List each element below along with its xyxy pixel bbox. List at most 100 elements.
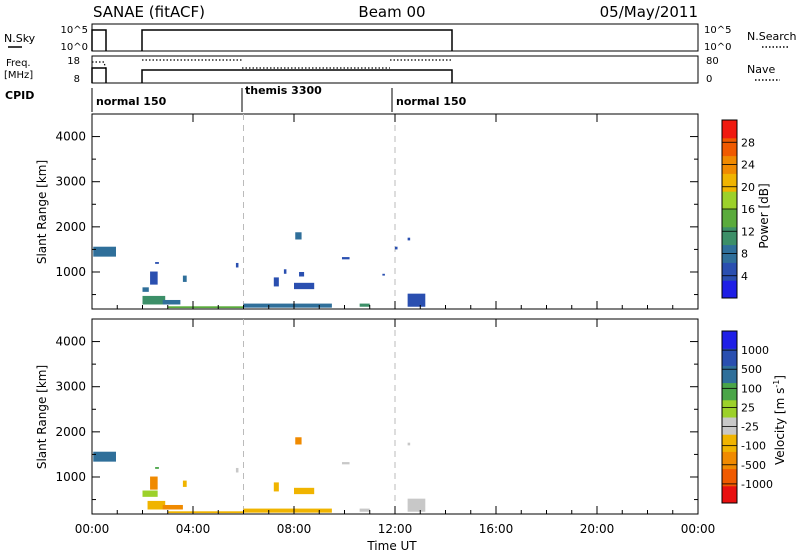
beam-label: Beam 00 [358, 3, 425, 21]
nsky-panel: N.Sky 10^5 10^0 10^5 10^0 N.Search [4, 23, 797, 53]
power-cell-18 [395, 246, 398, 250]
y-tick-label: 4000 [55, 335, 86, 349]
colorbar-tick-label: -25 [741, 421, 759, 434]
colorbar-swatch [722, 485, 737, 504]
y-tick-label: 1000 [55, 470, 86, 484]
y-tick-label: 1000 [55, 265, 86, 279]
power-cell-3 [155, 262, 159, 264]
x-tick-label: 08:00 [277, 522, 312, 536]
velocity-cell-13 [341, 462, 350, 465]
y-tick-label: 3000 [55, 380, 86, 394]
colorbar-tick-label: 8 [741, 248, 748, 261]
power-cell-1 [142, 287, 149, 292]
y-tick-label: 2000 [55, 425, 86, 439]
colorbar-tick-label: -1000 [741, 478, 773, 491]
velocity-ylabel: Slant Range [km] [35, 365, 49, 469]
cpid-segment-normal-1: normal 150 [96, 95, 167, 108]
colorbar-swatch [722, 382, 737, 401]
colorbar-swatch [722, 226, 737, 246]
velocity-cpid-gridlines [243, 319, 396, 514]
colorbar-tick-label: 1000 [741, 344, 769, 357]
power-cell-16 [382, 273, 385, 276]
colorbar-swatch [722, 468, 737, 487]
colorbar-tick-label: 4 [741, 270, 748, 283]
power-cell-0 [93, 246, 116, 257]
cpid-label: CPID [5, 89, 34, 102]
x-tick-label: 12:00 [378, 522, 413, 536]
power-cell-12 [295, 232, 302, 240]
nsearch-tick-high: 10^5 [704, 25, 731, 36]
power-y-ticks: 1000 2000 3000 4000 [55, 130, 698, 296]
y-tick-label: 4000 [55, 130, 86, 144]
power-cell-7 [167, 306, 244, 309]
freq-unit: [MHz] [4, 70, 33, 81]
freq-label: Freq. [6, 58, 31, 69]
colorbar-swatch [722, 262, 737, 281]
time-axis: 00:00 04:00 08:00 12:00 16:00 20:00 00:00 [75, 114, 716, 536]
velocity-cell-2 [150, 476, 158, 490]
power-cell-8 [235, 262, 239, 268]
freq-panel: Freq. [MHz] 18 8 80 0 Nave [4, 55, 780, 85]
velocity-cell-8 [235, 467, 239, 473]
colorbar-swatch [722, 451, 737, 470]
colorbar-swatch [722, 173, 737, 192]
power-cell-11 [283, 269, 287, 274]
colorbar-swatch [722, 209, 737, 228]
velocity-cell-16 [407, 498, 426, 512]
nsearch-label: N.Search [747, 30, 797, 43]
velocity-cell-9 [243, 508, 332, 513]
velocity-cell-7 [167, 511, 244, 514]
colorbar-swatch [722, 399, 737, 418]
cpid-row: CPID normal 150 themis 3300 normal 150 [5, 84, 467, 112]
power-cpid-gridlines [243, 114, 396, 309]
x-tick-label: 20:00 [580, 522, 615, 536]
nsky-label: N.Sky [4, 32, 36, 45]
x-tick-label: 00:00 [681, 522, 716, 536]
colorbar-tick-label: 12 [741, 225, 755, 238]
power-cell-19 [407, 237, 411, 241]
colorbar-swatch [722, 120, 737, 139]
power-cell-20 [407, 293, 426, 307]
power-cell-2 [150, 271, 158, 285]
power-cell-15 [341, 257, 350, 260]
date-label: 05/May/2011 [600, 3, 698, 21]
colorbar-swatch [722, 331, 737, 349]
freq-tick-low: 8 [74, 74, 80, 85]
power-cell-17 [359, 303, 370, 307]
power-data-cells [93, 232, 426, 309]
velocity-cell-5 [162, 504, 183, 510]
power-cell-13 [294, 282, 315, 290]
power-cell-5 [162, 299, 181, 305]
cpid-segment-normal-2: normal 150 [396, 95, 467, 108]
power-cell-9 [243, 303, 332, 308]
velocity-y-ticks: 1000 2000 3000 4000 [55, 335, 698, 501]
colorbar-tick-label: 20 [741, 181, 755, 194]
colorbar-tick-label: 100 [741, 382, 762, 395]
power-panel: 1000 2000 3000 4000 Slant Range [km] 4 8 12 16… [35, 113, 771, 310]
power-colorbar: 4 8 12 16 20 24 28 [721, 119, 755, 299]
velocity-cell-3 [155, 467, 159, 469]
cpid-segment-themis: themis 3300 [245, 84, 322, 97]
freq-trace [91, 67, 453, 83]
power-cell-10 [273, 277, 279, 287]
nave-tick-high: 80 [706, 56, 719, 67]
colorbar-swatch [722, 280, 737, 299]
power-ylabel: Slant Range [km] [35, 160, 49, 264]
nsearch-tick-low: 10^0 [704, 42, 731, 53]
velocity-colorbar-label: Velocity [m s-1] [772, 375, 787, 465]
velocity-cell-14 [359, 508, 370, 512]
colorbar-frame [721, 330, 738, 504]
colorbar-swatch [722, 365, 737, 384]
station-title: SANAE (fitACF) [93, 3, 205, 21]
velocity-colorbar: -1000 -500 -100 -25 25 100 500 1000 [721, 330, 773, 504]
velocity-cell-15 [407, 442, 411, 446]
colorbar-swatch [722, 191, 737, 210]
velocity-cell-1 [142, 490, 158, 497]
nsky-frame [91, 23, 699, 52]
colorbar-swatch [722, 137, 737, 157]
colorbar-tick-label: 24 [741, 159, 755, 172]
power-colorbar-label: Power [dB] [757, 183, 771, 248]
freq-tick-high: 18 [67, 56, 80, 67]
nave-trace [92, 59, 452, 71]
nave-tick-low: 0 [706, 74, 712, 85]
